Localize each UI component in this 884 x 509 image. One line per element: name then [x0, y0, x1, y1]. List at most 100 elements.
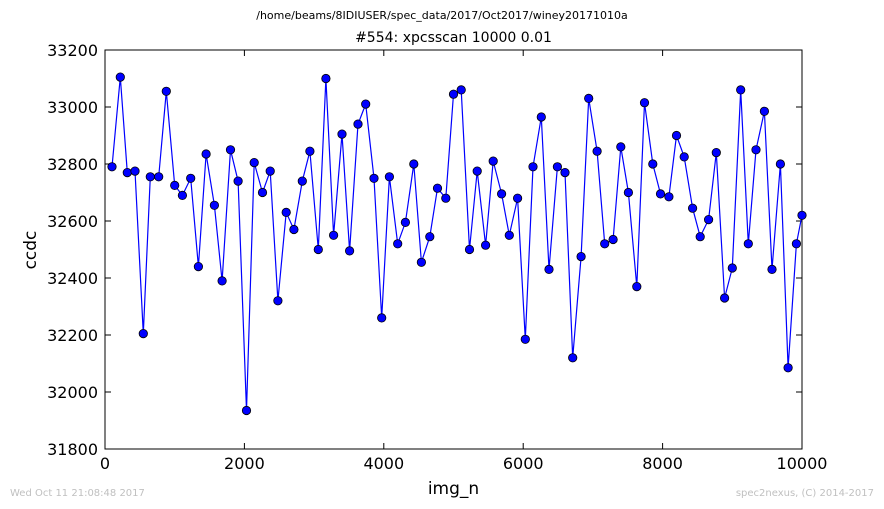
data-point: [464, 244, 475, 255]
chart-title: #554: xpcsscan 10000 0.01: [355, 30, 552, 46]
data-point: [655, 189, 666, 199]
data-point: [289, 224, 299, 235]
y-tick-label: 32000: [47, 383, 98, 402]
series-line: [111, 77, 803, 411]
data-point: [711, 148, 721, 158]
data-point: [425, 232, 435, 242]
x-tick-label: 0: [100, 454, 110, 473]
data-point: [520, 334, 530, 344]
data-point: [154, 172, 164, 182]
data-point: [608, 234, 618, 245]
data-point: [472, 166, 482, 176]
data-point: [504, 230, 514, 240]
data-point: [265, 166, 275, 176]
data-point: [639, 98, 650, 108]
data-point: [400, 217, 410, 227]
data-point: [273, 296, 283, 306]
plot-frame: [104, 49, 803, 450]
data-point: [313, 244, 323, 255]
data-point: [321, 73, 331, 84]
y-tick-label: 32200: [47, 326, 98, 345]
data-point: [138, 328, 148, 339]
data-point: [344, 246, 355, 256]
data-point: [671, 130, 682, 141]
data-point: [616, 142, 626, 152]
data-point: [727, 263, 737, 273]
y-tick-label: 33200: [47, 41, 98, 60]
data-point: [393, 239, 403, 249]
data-point: [791, 239, 802, 249]
data-point: [743, 239, 753, 249]
footer-credit: spec2nexus, (C) 2014-2017: [735, 488, 874, 499]
data-point: [441, 193, 451, 203]
data-point: [241, 405, 252, 416]
x-tick-label: 10000: [777, 454, 828, 473]
data-point: [145, 172, 155, 182]
data-point: [775, 159, 786, 169]
data-point: [170, 180, 180, 190]
data-point: [767, 264, 777, 274]
data-point: [193, 261, 203, 272]
data-point: [377, 313, 387, 323]
data-point: [217, 276, 227, 286]
data-point: [416, 257, 426, 267]
data-point: [130, 166, 140, 176]
data-point: [249, 158, 259, 168]
x-tick-label: 8000: [642, 454, 683, 473]
data-point: [552, 162, 563, 172]
x-tick-label: 6000: [503, 454, 544, 473]
data-point: [623, 187, 634, 198]
data-point: [783, 363, 793, 373]
data-point: [648, 159, 658, 169]
data-point: [576, 252, 586, 262]
y-tick-label: 33000: [47, 98, 98, 117]
data-point: [177, 190, 187, 200]
x-tick-label: 2000: [224, 454, 265, 473]
data-point: [281, 207, 291, 217]
data-point: [584, 93, 594, 104]
data-point: [432, 183, 443, 193]
data-point: [328, 230, 339, 240]
data-point: [480, 240, 491, 250]
data-point: [496, 189, 507, 199]
data-point: [679, 152, 689, 162]
data-point: [361, 99, 371, 109]
y-axis-label: ccdc: [21, 230, 41, 270]
data-point: [600, 239, 610, 249]
data-point: [797, 210, 807, 220]
data-point: [161, 86, 171, 96]
data-point: [512, 193, 523, 203]
data-point: [353, 119, 363, 129]
data-point: [257, 187, 268, 198]
data-point: [736, 85, 746, 95]
data-point: [209, 200, 219, 210]
data-point: [751, 145, 761, 155]
data-point: [528, 162, 538, 172]
data-point: [592, 146, 602, 156]
data-point: [695, 232, 705, 242]
data-point: [297, 176, 307, 186]
data-point: [632, 281, 642, 292]
data-point: [568, 353, 578, 363]
data-point: [448, 89, 459, 99]
data-point: [233, 176, 243, 186]
data-point: [369, 173, 379, 183]
data-point: [759, 106, 770, 116]
data-point: [488, 156, 498, 166]
data-point: [456, 85, 466, 95]
data-point: [186, 173, 196, 183]
x-axis-label: img_n: [427, 479, 480, 499]
suptitle-path: /home/beams/8IDIUSER/spec_data/2017/Oct2…: [256, 9, 628, 22]
data-point: [560, 168, 570, 178]
footer-timestamp: Wed Oct 11 21:08:48 2017: [10, 488, 145, 499]
data-point: [337, 129, 347, 139]
data-point: [201, 149, 211, 159]
data-point: [687, 203, 698, 213]
data-point: [409, 159, 419, 169]
data-point: [305, 146, 315, 156]
y-tick-label: 32600: [47, 212, 98, 231]
y-tick-label: 32400: [47, 269, 98, 288]
data-point: [122, 168, 132, 178]
data-point: [115, 72, 125, 82]
